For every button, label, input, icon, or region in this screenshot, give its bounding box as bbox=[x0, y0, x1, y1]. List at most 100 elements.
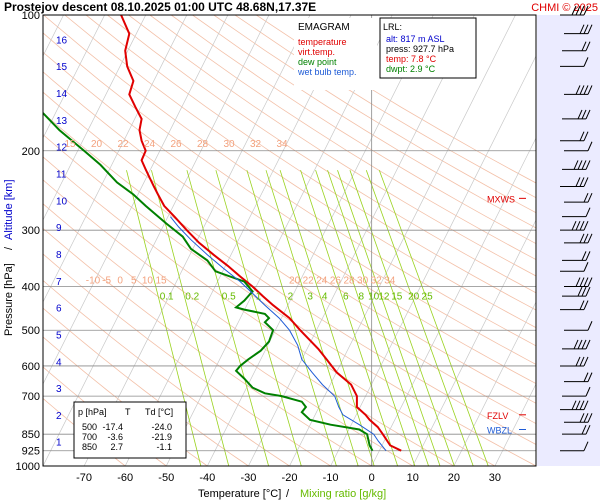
wind-barb-feather bbox=[585, 160, 591, 170]
wind-barb-feather bbox=[587, 24, 593, 34]
mixing-ratio-label: 2 bbox=[288, 292, 294, 303]
adiabat-label: 26 bbox=[170, 139, 182, 150]
levels-cell: -21.9 bbox=[151, 432, 172, 442]
x-axis-label-mixing-ratio: Mixing ratio [g/kg] bbox=[300, 488, 386, 500]
lrl-altitude: alt: 817 m ASL bbox=[386, 34, 445, 44]
isotherm-line bbox=[494, 383, 536, 466]
wind-barb-feather bbox=[583, 300, 589, 310]
wind-barb-feather bbox=[583, 262, 589, 272]
wind-barb-panel bbox=[537, 15, 600, 466]
wind-barb-feather bbox=[579, 177, 585, 187]
altitude-tick-label: 9 bbox=[56, 223, 62, 234]
pressure-tick-label: 1000 bbox=[16, 461, 40, 473]
marker-fzlv: FZLV bbox=[487, 411, 508, 421]
chart-title: Prostejov descent 08.10.2025 01:00 UTC 4… bbox=[4, 0, 316, 14]
y-axis-label-altitude: Altitude [km] bbox=[3, 179, 15, 240]
lrl-pressure: press: 927.7 hPa bbox=[386, 44, 454, 54]
adiabat-label: 15 bbox=[64, 139, 76, 150]
altitude-tick-label: 14 bbox=[56, 89, 68, 100]
temperature-tick-label: 10 bbox=[407, 472, 419, 484]
wind-barb-feather bbox=[585, 286, 591, 297]
isotherm-line bbox=[43, 15, 105, 139]
altitude-tick-label: 10 bbox=[56, 196, 68, 207]
wind-barb-feather bbox=[583, 277, 589, 287]
adiabat-label: 30 bbox=[223, 139, 235, 150]
x-axis-separator: / bbox=[286, 488, 290, 500]
mixing-ratio-label: 25 bbox=[422, 292, 434, 303]
pressure-tick-label: 100 bbox=[22, 10, 40, 22]
wind-barb-feather bbox=[587, 277, 593, 287]
mixing-ratio-line bbox=[246, 170, 337, 466]
isotherm-line bbox=[43, 15, 188, 303]
wind-barb-feather bbox=[587, 372, 593, 382]
pressure-tick-label: 300 bbox=[22, 225, 40, 237]
temperature-tick-label: 20 bbox=[448, 472, 460, 484]
wind-barb-feather bbox=[577, 109, 583, 120]
isotherm-line bbox=[43, 15, 229, 385]
wind-barb-feather bbox=[579, 300, 585, 310]
wind-barb-feather bbox=[575, 220, 581, 231]
wind-barb-feather bbox=[581, 424, 587, 435]
lrl-box: LRL: alt: 817 m ASL press: 927.7 hPa tem… bbox=[379, 17, 477, 79]
wind-barb-feather bbox=[571, 400, 577, 410]
legend-item-dew-point: dew point bbox=[298, 57, 337, 67]
wind-barb-feather bbox=[575, 356, 581, 367]
series-wet-bulb-temp bbox=[170, 216, 387, 452]
wind-barb-feather bbox=[575, 177, 581, 187]
isotherm-line bbox=[207, 15, 434, 466]
mixing-ratio-line bbox=[126, 170, 202, 466]
wind-barb-feather bbox=[585, 424, 591, 435]
levels-cell: 2.7 bbox=[110, 442, 123, 452]
temperature-tick-label: -60 bbox=[117, 472, 133, 484]
adiabat-label: 26 bbox=[330, 276, 342, 287]
mixing-ratio-line bbox=[186, 170, 269, 466]
adiabat-label: 5 bbox=[131, 276, 137, 287]
plot-area bbox=[43, 15, 536, 466]
levels-header-t: T bbox=[125, 407, 131, 417]
wind-barb-feather bbox=[575, 5, 581, 16]
wind-barb-feather bbox=[579, 24, 585, 34]
levels-cell: -3.6 bbox=[107, 432, 123, 442]
wind-barb-feather bbox=[583, 85, 589, 95]
legend-item-wet-bulb: wet bulb temp. bbox=[297, 67, 357, 77]
dry-adiabat-line bbox=[234, 15, 536, 199]
levels-header-td: Td [°C] bbox=[145, 407, 173, 417]
altitude-tick-label: 5 bbox=[56, 330, 62, 341]
isotherm-line bbox=[124, 15, 352, 466]
wind-barb-feather bbox=[583, 192, 589, 203]
wind-barb-feather bbox=[579, 413, 585, 423]
wind-barb-feather bbox=[579, 233, 585, 244]
altitude-tick-label: 7 bbox=[56, 277, 62, 288]
wind-barb-feather bbox=[579, 85, 585, 95]
adiabat-label: 28 bbox=[197, 139, 209, 150]
isotherm-line bbox=[330, 55, 536, 466]
wind-barb-feather bbox=[583, 356, 589, 367]
altitude-tick-label: 13 bbox=[56, 116, 68, 127]
mixing-ratio-label: 6 bbox=[343, 292, 349, 303]
altitude-tick-label: 6 bbox=[56, 304, 62, 315]
altitude-tick-label: 12 bbox=[56, 143, 68, 154]
adiabat-label: 32 bbox=[371, 276, 383, 287]
wind-barb-feather bbox=[579, 356, 585, 367]
wind-barb-feather bbox=[587, 233, 593, 244]
wind-barb-feather bbox=[583, 177, 589, 187]
mixing-ratio-label: 0.5 bbox=[222, 292, 236, 303]
temperature-tick-label: -50 bbox=[158, 472, 174, 484]
dry-adiabat-line bbox=[43, 15, 536, 347]
mixing-ratio-label: 10 bbox=[368, 292, 380, 303]
mixing-ratio-label: 20 bbox=[408, 292, 420, 303]
adiabat-label: 20 bbox=[91, 139, 103, 150]
wind-barb-feather bbox=[571, 220, 577, 231]
wind-barb-feather bbox=[583, 5, 589, 16]
wind-barb-feather bbox=[577, 339, 583, 350]
wind-barb-feather bbox=[579, 220, 585, 231]
wind-barb-feather bbox=[587, 321, 593, 331]
wind-barb-feather bbox=[583, 372, 589, 382]
dry-adiabat-line bbox=[43, 32, 536, 365]
adiabat-label: 24 bbox=[144, 139, 156, 150]
dry-adiabat-line bbox=[43, 91, 536, 425]
mixing-ratio-line bbox=[327, 170, 429, 466]
wind-barb-feather bbox=[585, 251, 591, 261]
y-axis-label: Pressure [hPa] bbox=[3, 263, 15, 336]
wind-barb-feather bbox=[581, 339, 587, 350]
